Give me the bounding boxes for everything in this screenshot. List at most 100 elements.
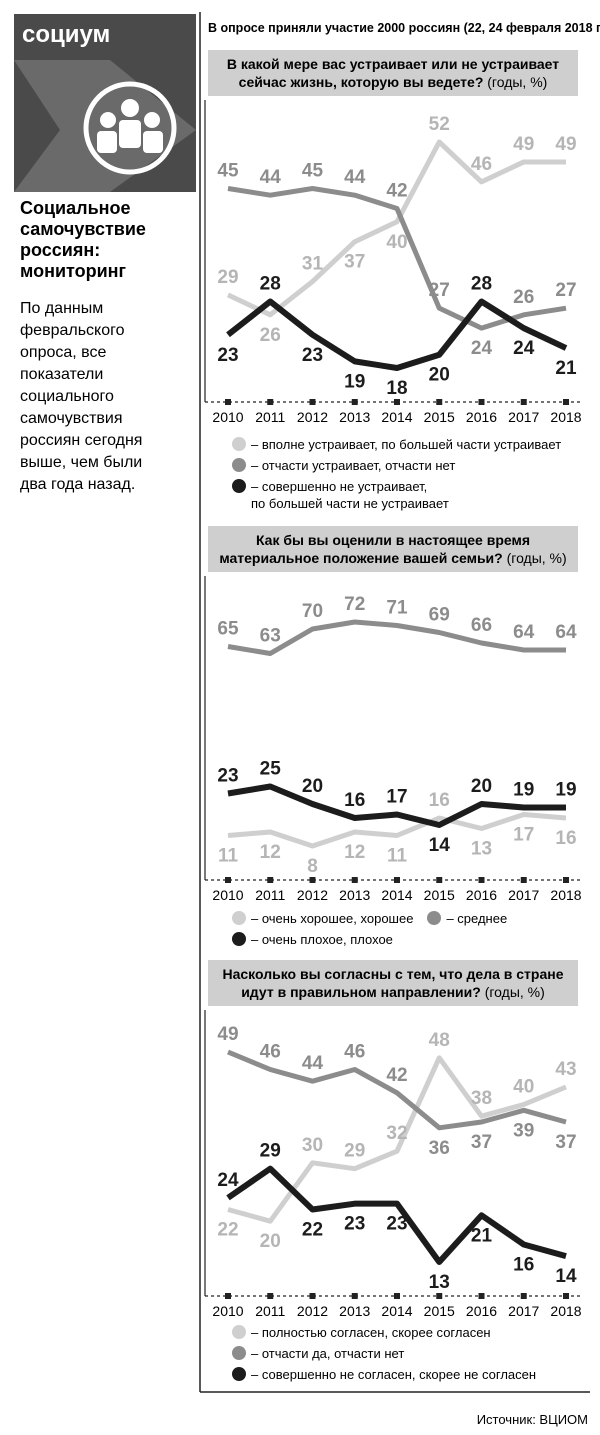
sidebar-title: Социальное самочувствие россиян: монитор… [20,198,146,281]
x-tick-label: 2011 [255,1303,285,1319]
x-tick-label: 2016 [466,1303,497,1319]
x-tick-label: 2014 [381,887,412,903]
data-label: 20 [429,365,450,386]
legend-item: – полностью согласен, скорее согласен [232,1324,536,1341]
legend-swatch [232,437,246,451]
data-label: 65 [217,619,239,640]
data-label: 22 [217,1220,238,1241]
chart-title-box: Насколько вы согласны с тем, что дела в … [208,960,578,1006]
data-label: 31 [302,254,324,275]
chart-title-box: В какой мере вас устраивает или не устра… [208,50,578,96]
data-label: 38 [471,1088,492,1109]
x-tick-label: 2016 [466,409,497,425]
people-icon [144,112,160,128]
chart-title-box: Как бы вы оценили в настоящее время мате… [208,526,578,572]
legend: – очень хорошее, хорошее – среднее – очень… [232,910,562,952]
x-tick [394,1293,400,1299]
chart-title: Насколько вы согласны с тем, что дела в … [222,966,564,1000]
legend-item: – вполне устраивает, по большей части ус… [232,436,561,453]
data-label: 20 [471,776,492,797]
x-tick [267,399,274,405]
people-icon [97,131,117,153]
data-label: 49 [513,134,534,155]
data-label: 45 [217,161,239,182]
x-tick [309,399,316,405]
data-label: 22 [302,1220,323,1241]
series-line [227,619,566,656]
data-label: 23 [302,345,323,366]
data-label: 39 [513,1120,534,1141]
people-icon [100,112,116,128]
x-tick-label: 2010 [212,1303,243,1319]
legend-item: – отчасти да, отчасти нет [232,1345,536,1362]
x-tick-label: 2017 [508,1303,539,1319]
data-label: 37 [555,1132,576,1153]
people-icon [119,120,141,148]
x-tick-label: 2013 [339,409,370,425]
data-label: 17 [513,825,534,846]
x-tick [225,877,231,883]
legend-swatch [232,1367,246,1381]
people-icon [121,99,139,117]
legend-label: – совершенно не устраивает, по большей ч… [251,479,449,511]
x-tick-label: 2014 [381,409,412,425]
data-label: 25 [260,759,282,780]
legend-item: – среднее [427,910,507,927]
data-label: 13 [471,839,492,860]
x-tick [225,1293,231,1299]
x-tick [394,877,400,883]
chart-title: Как бы вы оценили в настоящее время мате… [219,532,531,566]
data-label: 20 [302,776,323,797]
data-label: 20 [260,1231,281,1252]
data-label: 16 [513,1255,534,1276]
legend-label: – среднее [446,911,508,926]
source: Источник: ВЦИОМ [477,1412,588,1427]
series-line [227,812,567,849]
data-label: 24 [513,338,535,359]
data-label: 43 [555,1059,576,1080]
x-tick [520,877,527,883]
data-label: 72 [344,594,365,615]
chart-units: (годы, %) [506,550,567,566]
x-tick-label: 2017 [508,409,539,425]
data-label: 36 [429,1138,450,1159]
data-label: 29 [260,1141,281,1162]
data-label: 19 [344,371,365,392]
data-label: 44 [302,1053,324,1074]
data-label: 14 [429,835,451,856]
data-label: 69 [429,605,450,626]
data-label: 18 [386,378,407,399]
series-line [227,783,566,828]
x-tick-label: 2013 [339,1303,370,1319]
data-label: 11 [218,846,239,867]
x-tick-label: 2015 [424,409,455,425]
data-label: 17 [386,787,407,808]
x-tick-label: 2012 [297,1303,328,1319]
data-label: 29 [344,1141,365,1162]
legend-item: – отчасти устраивает, отчасти нет [232,457,561,474]
x-tick-label: 2011 [255,887,285,903]
data-label: 11 [387,846,408,867]
x-tick [351,877,358,883]
x-tick [225,399,231,405]
data-label: 21 [555,358,577,379]
x-tick-label: 2010 [212,887,243,903]
legend-label: – совершенно не согласен, скорее не согл… [251,1367,537,1382]
legend-item: – очень плохое, плохое [232,931,393,948]
x-tick [478,1293,485,1299]
data-label: 49 [555,134,576,155]
x-tick-label: 2011 [255,409,285,425]
legend-label: – очень хорошее, хорошее [251,911,414,926]
series-line [227,1055,567,1224]
legend: – вполне устраивает, по большей части ус… [232,436,561,516]
data-label: 42 [386,1065,407,1086]
x-tick-label: 2014 [381,1303,412,1319]
data-label: 63 [260,626,281,647]
series-line [226,298,568,371]
data-label: 37 [344,252,365,273]
x-tick-label: 2012 [297,409,328,425]
data-label: 16 [555,828,576,849]
x-tick-label: 2012 [297,887,328,903]
x-tick [394,399,400,405]
